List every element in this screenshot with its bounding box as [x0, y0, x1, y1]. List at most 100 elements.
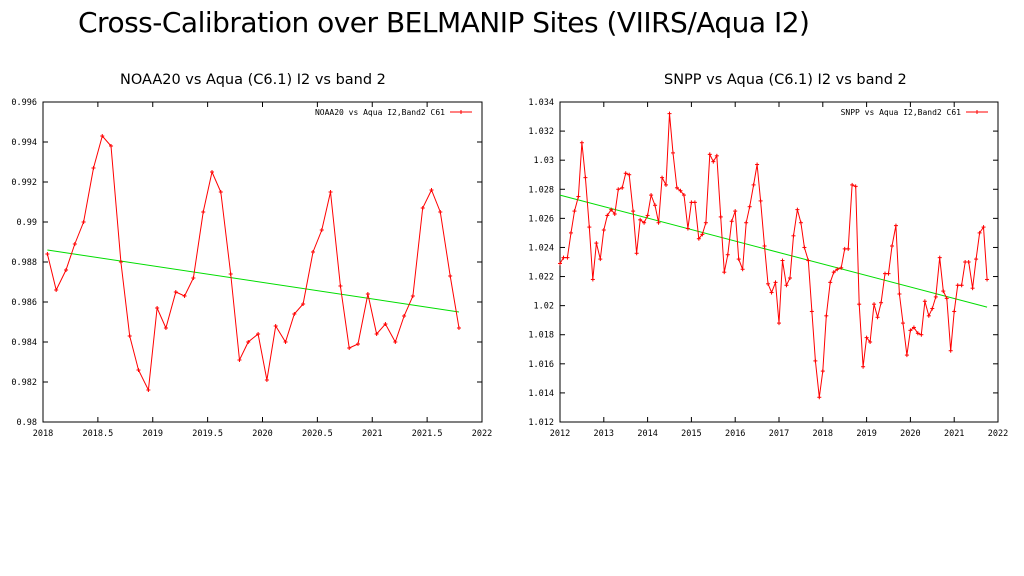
data-point: [828, 280, 833, 285]
y-tick-label: 1.024: [528, 243, 554, 253]
data-point: [981, 225, 986, 230]
data-point: [163, 326, 168, 330]
data-point: [393, 340, 398, 344]
data-point: [598, 257, 603, 262]
data-point: [882, 271, 887, 276]
data-point: [246, 340, 251, 344]
data-point: [893, 223, 898, 228]
data-point: [579, 140, 584, 145]
x-tick-label: 2019: [143, 429, 163, 439]
data-point: [787, 276, 792, 280]
data-point: [733, 209, 738, 214]
data-point: [319, 228, 324, 232]
data-point: [725, 252, 730, 257]
data-point: [660, 175, 665, 180]
data-point: [118, 260, 123, 264]
data-point: [824, 313, 829, 318]
data-point: [813, 358, 818, 363]
x-tick-label: 2022: [988, 429, 1008, 439]
data-point: [456, 326, 461, 330]
data-point: [729, 219, 734, 224]
data-point: [237, 358, 242, 362]
data-point: [558, 261, 562, 266]
y-tick-label: 1.018: [528, 331, 554, 341]
data-point: [663, 182, 668, 187]
data-point: [773, 280, 778, 285]
data-point: [955, 283, 960, 288]
y-tick-label: 0.988: [11, 258, 37, 268]
data-point: [970, 286, 975, 291]
data-point: [868, 340, 873, 344]
y-tick-label: 0.98: [17, 418, 37, 428]
data-point: [937, 255, 942, 260]
data-point: [835, 267, 840, 272]
x-tick-label: 2017: [769, 429, 789, 439]
data-point: [762, 244, 767, 248]
data-point: [429, 188, 434, 192]
data-point: [908, 328, 913, 333]
y-tick-label: 1.02: [534, 302, 554, 312]
data-point: [952, 309, 957, 314]
data-point: [91, 166, 96, 170]
data-point: [81, 220, 86, 224]
data-point: [930, 306, 935, 311]
x-tick-label: 2019.5: [192, 429, 223, 439]
chart-title-noaa20: NOAA20 vs Aqua (C6.1) I2 vs band 2: [120, 72, 386, 88]
x-tick-label: 2019: [856, 429, 876, 439]
data-point: [744, 220, 749, 225]
data-point: [933, 294, 938, 299]
data-point: [842, 246, 847, 251]
data-point: [645, 213, 650, 218]
data-point: [374, 332, 379, 336]
x-tick-label: 2022: [472, 429, 492, 439]
data-point: [890, 244, 895, 248]
data-point: [685, 226, 690, 231]
data-point: [642, 220, 647, 225]
data-point: [714, 153, 719, 158]
data-point: [301, 302, 306, 306]
data-point: [769, 290, 774, 295]
data-point: [872, 302, 877, 307]
data-point: [365, 292, 370, 296]
data-point: [850, 182, 855, 187]
data-point: [777, 321, 781, 326]
chart-title-snpp: SNPP vs Aqua (C6.1) I2 vs band 2: [664, 72, 907, 88]
data-point: [963, 260, 968, 264]
data-point: [173, 290, 178, 294]
data-point: [711, 159, 716, 164]
data-point: [572, 209, 577, 214]
data-point: [751, 182, 756, 187]
data-point: [620, 185, 625, 190]
data-point: [692, 200, 697, 205]
data-point: [590, 277, 595, 282]
data-point: [667, 111, 672, 116]
data-point: [791, 233, 796, 238]
data-point: [310, 250, 315, 254]
x-tick-label: 2013: [594, 429, 614, 439]
data-point: [919, 332, 924, 337]
data-point: [718, 214, 723, 219]
data-point: [671, 150, 676, 155]
data-point: [191, 276, 196, 280]
data-point: [347, 346, 352, 350]
x-tick-label: 2018: [813, 429, 833, 439]
data-point: [846, 246, 851, 251]
y-tick-label: 1.032: [528, 127, 554, 137]
data-point: [736, 257, 741, 262]
data-point: [627, 172, 632, 177]
data-point: [605, 213, 610, 218]
data-point: [798, 220, 803, 225]
data-point: [689, 200, 694, 205]
data-point: [634, 251, 639, 256]
data-point: [879, 300, 884, 305]
data-point: [638, 217, 643, 222]
y-tick-label: 1.028: [528, 185, 554, 195]
data-point: [402, 314, 407, 318]
data-point: [64, 268, 69, 272]
data-point: [45, 252, 50, 256]
data-point: [900, 321, 905, 326]
data-point: [678, 188, 683, 193]
data-point: [820, 369, 825, 374]
slide-title: Cross-Calibration over BELMANIP Sites (V…: [78, 6, 810, 39]
data-point: [897, 292, 902, 296]
